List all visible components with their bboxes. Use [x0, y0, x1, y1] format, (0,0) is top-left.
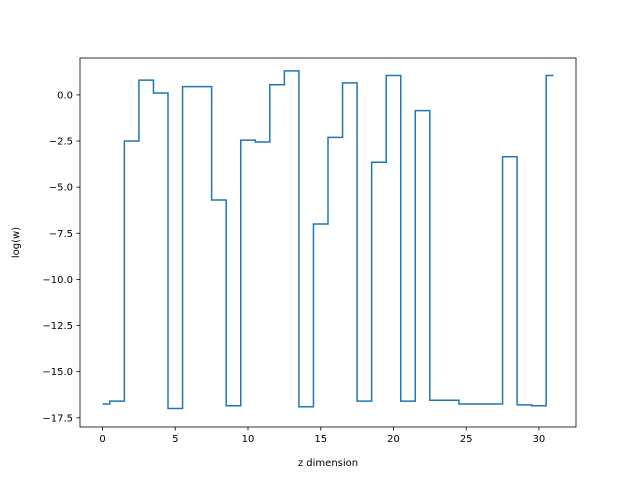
x-tick-label: 30 — [533, 434, 546, 445]
y-tick-label: −17.5 — [42, 413, 73, 424]
x-axis: 0 5 10 15 20 25 30 — [99, 427, 545, 445]
y-axis: −17.5 −15.0 −12.5 −10.0 −7.5 −5.0 −2.5 0.0 — [42, 90, 80, 424]
x-axis-label: z dimension — [298, 458, 358, 469]
x-tick-label: 15 — [314, 434, 327, 445]
y-axis-label: log(w) — [11, 227, 22, 258]
plot-area — [79, 57, 577, 428]
x-tick-label: 0 — [99, 434, 105, 445]
y-tick-label: −7.5 — [49, 229, 73, 240]
y-tick-label: −15.0 — [42, 367, 73, 378]
y-tick-label: −2.5 — [49, 137, 73, 148]
y-tick-label: 0.0 — [57, 90, 73, 101]
x-tick-label: 25 — [460, 434, 473, 445]
series-layer — [102, 70, 554, 410]
y-tick-label: −10.0 — [42, 275, 73, 286]
x-tick-label: 5 — [172, 434, 178, 445]
x-tick-label: 10 — [242, 434, 255, 445]
plot-frame — [79, 57, 577, 428]
series-line-0 — [102, 70, 554, 410]
y-tick-label: −12.5 — [42, 321, 73, 332]
y-tick-label: −5.0 — [49, 183, 73, 194]
x-tick-label: 20 — [387, 434, 400, 445]
